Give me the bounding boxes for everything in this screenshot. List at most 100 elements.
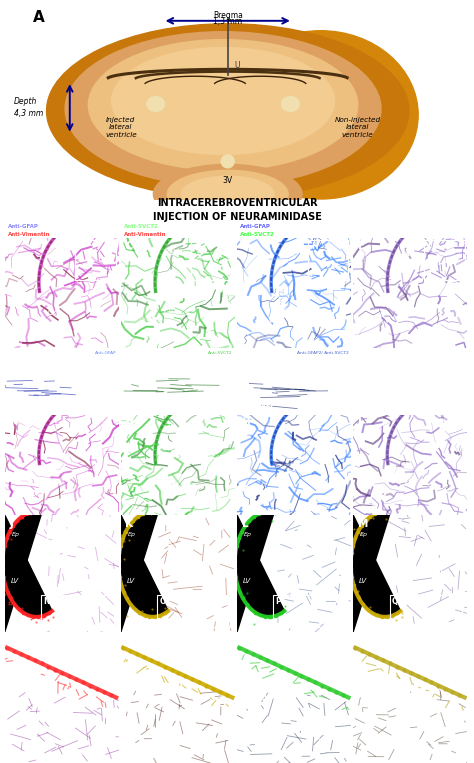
Ellipse shape — [111, 47, 335, 154]
Text: Cx: Cx — [399, 478, 409, 488]
Text: D₁: D₁ — [242, 351, 253, 359]
Text: Anti-GFAP: Anti-GFAP — [8, 224, 39, 229]
Text: O: O — [160, 597, 166, 606]
Text: Anti-GFAP: Anti-GFAP — [95, 351, 116, 355]
Text: Bregma: Bregma — [213, 11, 243, 20]
Text: A: A — [33, 10, 45, 25]
Bar — [308, 240, 348, 280]
Bar — [191, 240, 232, 280]
Text: Cx: Cx — [166, 478, 176, 488]
Text: Ep: Ep — [11, 532, 19, 537]
Text: Cx: Cx — [280, 308, 290, 317]
Text: Cx: Cx — [164, 308, 174, 317]
Ellipse shape — [46, 24, 409, 198]
Ellipse shape — [181, 176, 274, 212]
Text: Cx: Cx — [330, 356, 339, 362]
Text: Anti-SVCT2: Anti-SVCT2 — [124, 224, 159, 229]
Text: Cx: Cx — [48, 308, 58, 317]
Text: Q: Q — [358, 636, 366, 646]
Text: Anti-Vimentin: Anti-Vimentin — [124, 232, 167, 237]
Text: G: G — [126, 418, 134, 428]
Text: 4,3 mm: 4,3 mm — [14, 109, 43, 118]
Polygon shape — [2, 511, 52, 632]
Text: Non-injected
lateral
ventricle: Non-injected lateral ventricle — [335, 117, 381, 138]
Bar — [75, 240, 116, 280]
Text: M: M — [358, 519, 368, 529]
Text: Anti-GFAP2/ Anti-SVCT2: Anti-GFAP2/ Anti-SVCT2 — [297, 351, 348, 355]
Text: H: H — [311, 243, 318, 251]
Text: B₁: B₁ — [9, 351, 20, 359]
Text: Cx: Cx — [98, 356, 107, 362]
Text: 3V: 3V — [223, 176, 233, 185]
Ellipse shape — [154, 164, 302, 224]
Text: LV: LV — [359, 578, 367, 584]
Text: Cx: Cx — [214, 356, 223, 362]
Text: Cx: Cx — [396, 308, 406, 317]
Bar — [157, 594, 230, 627]
Bar — [41, 594, 114, 627]
Text: F: F — [9, 418, 17, 428]
Text: E: E — [358, 241, 365, 251]
Text: U: U — [235, 61, 240, 70]
Text: LV: LV — [127, 578, 135, 584]
Ellipse shape — [221, 155, 234, 168]
Polygon shape — [235, 511, 284, 632]
Text: SVZ: SVZ — [161, 540, 173, 546]
Ellipse shape — [223, 31, 418, 199]
Bar — [273, 594, 346, 627]
Text: Ep: Ep — [410, 636, 418, 641]
Text: Control: Control — [126, 403, 157, 412]
Text: Anti-SVCT2: Anti-SVCT2 — [240, 232, 275, 237]
Ellipse shape — [65, 32, 381, 186]
Text: C₁: C₁ — [126, 351, 136, 359]
Text: H: H — [242, 418, 250, 428]
Text: N: N — [44, 597, 50, 606]
Polygon shape — [351, 511, 401, 632]
Text: B: B — [9, 241, 17, 251]
Text: I: I — [358, 418, 362, 428]
Text: Cx: Cx — [50, 478, 60, 488]
Text: Ep: Ep — [62, 636, 70, 641]
Polygon shape — [118, 511, 168, 632]
Ellipse shape — [147, 97, 164, 111]
Text: G: G — [195, 243, 201, 251]
Text: Cx: Cx — [283, 478, 292, 488]
Text: INTRACEREBROVENTRICULAR
INJECTION OF NEURAMINIDASE: INTRACEREBROVENTRICULAR INJECTION OF NEU… — [153, 198, 321, 222]
Text: Anti-GFAP: Anti-GFAP — [240, 224, 271, 229]
Text: LV: LV — [10, 578, 18, 584]
Text: SVZ: SVZ — [393, 540, 405, 546]
Text: K: K — [126, 519, 133, 529]
Text: J: J — [9, 519, 13, 529]
Text: O: O — [126, 636, 134, 646]
Ellipse shape — [167, 170, 288, 217]
Text: F: F — [79, 243, 84, 251]
Text: MERGE: MERGE — [398, 227, 422, 233]
Bar — [390, 594, 462, 627]
Text: Ep: Ep — [360, 532, 368, 537]
Text: SVZ: SVZ — [45, 540, 57, 546]
Text: L: L — [242, 519, 248, 529]
Text: SVZ: SVZ — [277, 540, 289, 546]
Text: Anti-Vimentin: Anti-Vimentin — [8, 232, 51, 237]
Text: D: D — [242, 241, 250, 251]
Text: 1,3 mm: 1,3 mm — [213, 17, 242, 26]
Ellipse shape — [88, 40, 358, 170]
Text: C: C — [126, 241, 133, 251]
Text: Control: Control — [242, 403, 273, 412]
Text: P: P — [242, 636, 249, 646]
Text: Injected
lateral
ventricle: Injected lateral ventricle — [105, 117, 137, 138]
Text: Depth: Depth — [14, 98, 37, 107]
Text: LV: LV — [243, 578, 251, 584]
Text: Anti-SVCT2: Anti-SVCT2 — [208, 351, 232, 355]
Bar — [424, 240, 465, 280]
Text: Ep: Ep — [244, 532, 252, 537]
Text: Q: Q — [392, 597, 398, 606]
Text: P: P — [276, 597, 282, 606]
Text: I: I — [427, 243, 430, 251]
Text: Ep: Ep — [178, 636, 186, 641]
Ellipse shape — [282, 97, 299, 111]
Text: N: N — [9, 636, 18, 646]
Text: Ep: Ep — [128, 532, 136, 537]
Text: Control: Control — [9, 403, 41, 412]
Text: Ep: Ep — [294, 636, 302, 641]
